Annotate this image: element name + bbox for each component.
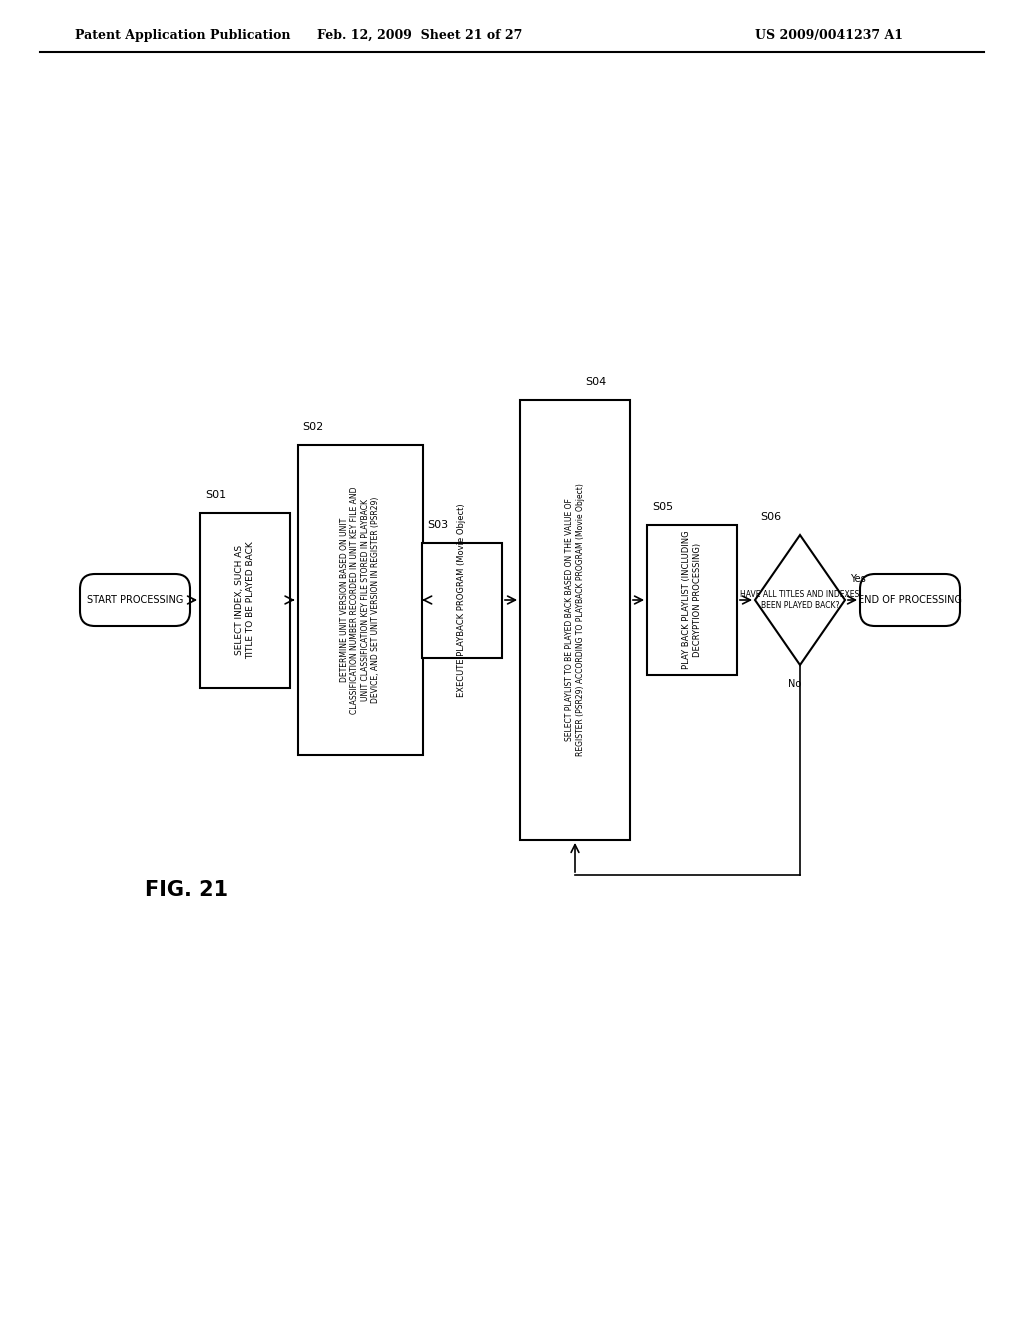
Text: S06: S06	[760, 512, 781, 521]
Text: S02: S02	[302, 422, 324, 432]
Bar	[422, 543, 502, 657]
Text: No: No	[788, 678, 801, 689]
Bar	[520, 400, 630, 840]
Text: Patent Application Publication: Patent Application Publication	[75, 29, 291, 41]
Text: US 2009/0041237 A1: US 2009/0041237 A1	[755, 29, 903, 41]
Text: HAVE ALL TITLES AND INDEXES
BEEN PLAYED BACK?: HAVE ALL TITLES AND INDEXES BEEN PLAYED …	[740, 590, 859, 610]
Text: Feb. 12, 2009  Sheet 21 of 27: Feb. 12, 2009 Sheet 21 of 27	[317, 29, 522, 41]
Text: Yes: Yes	[850, 574, 865, 583]
Text: DETERMINE UNIT VERSION BASED ON UNIT
CLASSIFICATION NUMBER RECORDED IN UNIT KEY : DETERMINE UNIT VERSION BASED ON UNIT CLA…	[340, 486, 380, 714]
FancyBboxPatch shape	[860, 574, 961, 626]
FancyBboxPatch shape	[80, 574, 190, 626]
Text: S05: S05	[652, 502, 673, 512]
Text: S04: S04	[585, 378, 606, 387]
Text: S01: S01	[205, 490, 226, 499]
Text: S03: S03	[427, 520, 449, 529]
Text: EXECUTE PLAYBACK PROGRAM (Movie Object): EXECUTE PLAYBACK PROGRAM (Movie Object)	[458, 503, 467, 697]
Text: PLAY BACK PLAYLIST (INCLUDING
DECRYPTION PROCESSING): PLAY BACK PLAYLIST (INCLUDING DECRYPTION…	[682, 531, 701, 669]
Text: FIG. 21: FIG. 21	[145, 880, 228, 900]
Bar	[298, 445, 423, 755]
Text: SELECT PLAYLIST TO BE PLAYED BACK BASED ON THE VALUE OF
REGISTER (PSR29) ACCORDI: SELECT PLAYLIST TO BE PLAYED BACK BASED …	[565, 483, 585, 756]
Text: START PROCESSING: START PROCESSING	[87, 595, 183, 605]
Polygon shape	[755, 535, 845, 665]
Text: END OF PROCESSING: END OF PROCESSING	[858, 595, 962, 605]
Bar	[200, 512, 290, 688]
Text: SELECT INDEX, SUCH AS
TITLE TO BE PLAYED BACK: SELECT INDEX, SUCH AS TITLE TO BE PLAYED…	[236, 541, 255, 659]
Bar	[647, 525, 737, 675]
